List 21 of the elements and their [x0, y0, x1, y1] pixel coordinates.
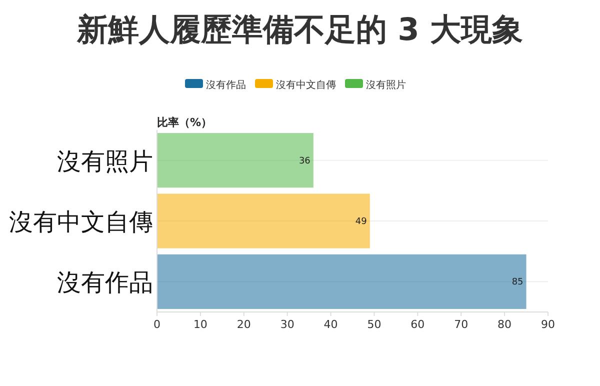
- x-tick-label: 90: [541, 318, 555, 331]
- x-tick-label: 40: [324, 318, 338, 331]
- x-axis-title: 比率（%）: [157, 116, 212, 129]
- y-tick-label: 沒有照片: [57, 147, 153, 176]
- x-tick-label: 70: [454, 318, 468, 331]
- chart-title: 新鮮人履歷準備不足的 3 大現象: [76, 12, 524, 48]
- x-tick-label: 10: [193, 318, 208, 331]
- x-tick-label: 20: [236, 318, 251, 331]
- legend-label: 沒有作品: [206, 79, 246, 91]
- x-tick-label: 80: [498, 318, 512, 331]
- x-tick-label: 30: [280, 318, 294, 331]
- data-label: 85: [512, 278, 524, 288]
- data-label: 49: [355, 217, 368, 227]
- x-tick-label: 50: [367, 318, 382, 331]
- x-tick-label: 0: [154, 318, 160, 331]
- y-tick-label: 沒有中文自傳: [9, 208, 153, 236]
- x-tick-label: 60: [410, 318, 425, 331]
- legend-label: 沒有中文自傳: [276, 79, 336, 91]
- legend-label: 沒有照片: [366, 79, 406, 91]
- y-tick-label: 沒有作品: [57, 268, 153, 297]
- data-label: 36: [298, 156, 311, 166]
